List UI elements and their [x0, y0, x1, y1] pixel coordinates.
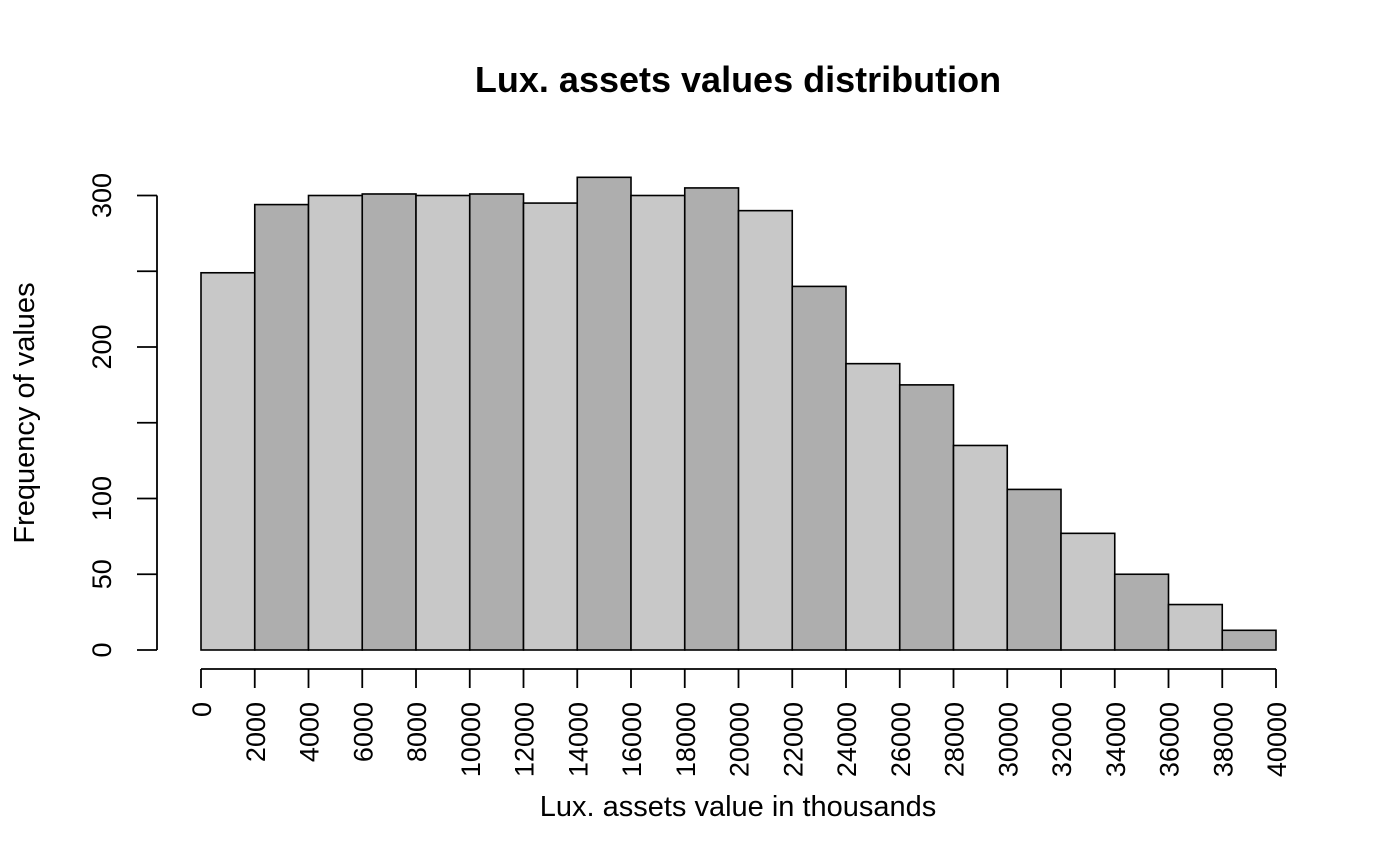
histogram-bar	[468, 193, 525, 651]
x-tick-label: 36000	[1155, 702, 1185, 777]
y-tick-label: 300	[87, 173, 117, 218]
x-axis-label: Lux. assets value in thousands	[540, 791, 937, 823]
histogram-bar	[522, 202, 579, 651]
histogram-bar	[737, 209, 794, 651]
y-tick-label: 50	[87, 559, 117, 589]
histogram-bar	[630, 194, 686, 651]
histogram-bar	[1221, 629, 1277, 651]
histogram-bar	[1113, 573, 1170, 651]
histogram-bar	[307, 194, 364, 651]
bars-group	[200, 176, 1277, 651]
histogram-bar	[898, 384, 955, 651]
histogram-bar	[683, 187, 740, 651]
x-tick-label: 40000	[1262, 702, 1292, 777]
histogram-bar	[791, 285, 847, 651]
x-tick-label: 12000	[510, 702, 540, 777]
x-tick-label: 28000	[940, 702, 970, 777]
x-tick-label: 26000	[886, 702, 916, 777]
x-tick-label: 22000	[778, 702, 808, 777]
histogram-bar	[952, 444, 1009, 651]
x-tick-label: 30000	[993, 702, 1023, 777]
x-tick-label: 4000	[295, 702, 325, 762]
histogram-bar	[576, 176, 632, 651]
x-tick-label: 2000	[241, 702, 271, 762]
x-tick-label: 18000	[671, 702, 701, 777]
x-axis: 0 2000 4000 6000 8000 10000 12000 14000 16000 180…	[187, 668, 1292, 777]
histogram-bar	[200, 271, 256, 651]
histogram-bar	[253, 203, 310, 651]
x-tick-label: 6000	[348, 702, 378, 762]
x-tick-label: 10000	[456, 702, 486, 777]
histogram-bar	[1060, 532, 1116, 651]
x-tick-label: 34000	[1101, 702, 1131, 777]
y-tick-label: 0	[87, 642, 117, 657]
histogram-bar	[1167, 603, 1224, 651]
histogram-bar	[361, 193, 417, 651]
x-tick-label: 16000	[617, 702, 647, 777]
histogram-bar	[1006, 488, 1062, 651]
x-tick-label: 8000	[402, 702, 432, 762]
y-tick-label: 200	[87, 324, 117, 369]
histogram-bar	[845, 362, 901, 651]
y-axis-label: Frequency of values	[9, 282, 41, 543]
x-tick-label: 38000	[1208, 702, 1238, 777]
x-tick-label: 32000	[1047, 702, 1077, 777]
x-tick-label: 14000	[563, 702, 593, 777]
chart-title: Lux. assets values distribution	[475, 59, 1001, 100]
x-tick-label: 0	[187, 702, 217, 717]
y-tick-label: 100	[87, 476, 117, 521]
x-tick-label: 20000	[725, 702, 755, 777]
histogram-bar	[415, 194, 471, 651]
x-tick-label: 24000	[832, 702, 862, 777]
y-axis: 0 50 100 200 300	[87, 173, 158, 658]
